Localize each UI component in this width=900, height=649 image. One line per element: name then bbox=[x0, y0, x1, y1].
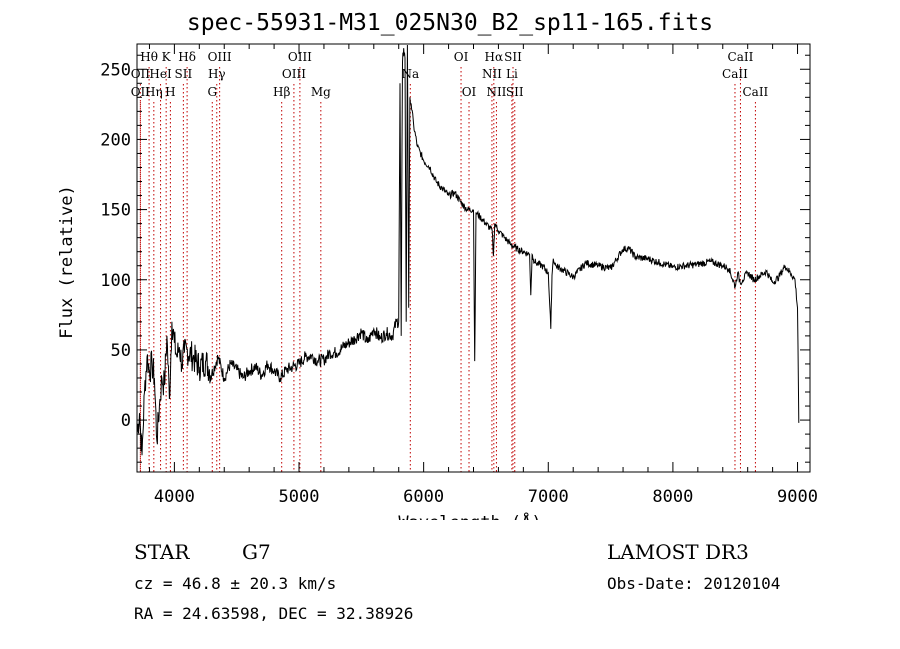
object-subclass: G7 bbox=[242, 540, 271, 564]
line-marker-label: SII bbox=[506, 85, 524, 99]
line-marker-label: CaII bbox=[742, 85, 768, 99]
line-marker-label: OI bbox=[462, 85, 477, 99]
observation-date: Obs-Date: 20120104 bbox=[607, 574, 781, 593]
line-marker-label: K bbox=[162, 50, 172, 64]
line-marker-label: Hα bbox=[485, 50, 504, 64]
x-tick-label: 5000 bbox=[279, 487, 320, 507]
flux-series-line bbox=[136, 44, 800, 456]
line-marker-label: OIII bbox=[282, 67, 306, 81]
x-tick-label: 9000 bbox=[777, 487, 818, 507]
y-tick-label: 200 bbox=[100, 130, 131, 150]
line-marker-label: CaII bbox=[728, 50, 754, 64]
line-marker-label: SII bbox=[504, 50, 522, 64]
y-tick-label: 0 bbox=[121, 411, 131, 431]
redshift-velocity: cz = 46.8 ± 20.3 km/s bbox=[134, 574, 337, 593]
x-tick-label: 4000 bbox=[154, 487, 195, 507]
line-marker-label: Hδ bbox=[178, 50, 196, 64]
line-marker-label: SII bbox=[175, 67, 193, 81]
line-marker-label: NII bbox=[482, 67, 502, 81]
line-marker-label: OII bbox=[131, 85, 151, 99]
y-tick-label: 150 bbox=[100, 201, 131, 221]
y-tick-label: 50 bbox=[111, 341, 131, 361]
line-markers bbox=[139, 67, 756, 472]
line-marker-label: Hη bbox=[145, 85, 163, 99]
line-marker-label: OI bbox=[454, 50, 469, 64]
line-marker-label: Li bbox=[506, 67, 518, 81]
line-marker-label: HeI bbox=[149, 67, 172, 81]
line-marker-label: Hγ bbox=[208, 67, 226, 81]
line-marker-label: OIII bbox=[208, 50, 232, 64]
x-tick-label: 8000 bbox=[652, 487, 693, 507]
y-tick-label: 250 bbox=[100, 60, 131, 80]
line-marker-label: Hθ bbox=[140, 50, 158, 64]
object-class: STAR bbox=[134, 540, 190, 564]
x-tick-label: 7000 bbox=[528, 487, 569, 507]
line-marker-label: H bbox=[165, 85, 175, 99]
line-marker-label: Mg bbox=[311, 85, 331, 99]
x-axis: 4000 5000 6000 7000 8000 9000 bbox=[148, 44, 818, 507]
y-tick-label: 100 bbox=[100, 271, 131, 291]
line-marker-label: CaII bbox=[722, 67, 748, 81]
line-marker-label: Na bbox=[401, 67, 419, 81]
line-marker-label: OIII bbox=[288, 50, 312, 64]
y-axis-label: Flux (relative) bbox=[57, 185, 77, 339]
coordinates: RA = 24.63598, DEC = 32.38926 bbox=[134, 604, 414, 623]
line-marker-label: G bbox=[207, 85, 217, 99]
x-axis-label: Wavelength (Å) bbox=[398, 511, 541, 520]
x-tick-label: 6000 bbox=[403, 487, 444, 507]
line-marker-label: OII bbox=[131, 67, 151, 81]
line-marker-label: Hβ bbox=[273, 85, 290, 99]
survey-name: LAMOST DR3 bbox=[607, 540, 749, 564]
chart-title: spec-55931-M31_025N30_B2_sp11-165.fits bbox=[186, 10, 714, 36]
line-marker-label: NII bbox=[486, 85, 506, 99]
y-axis: 0 50 100 150 200 250 bbox=[100, 54, 810, 463]
